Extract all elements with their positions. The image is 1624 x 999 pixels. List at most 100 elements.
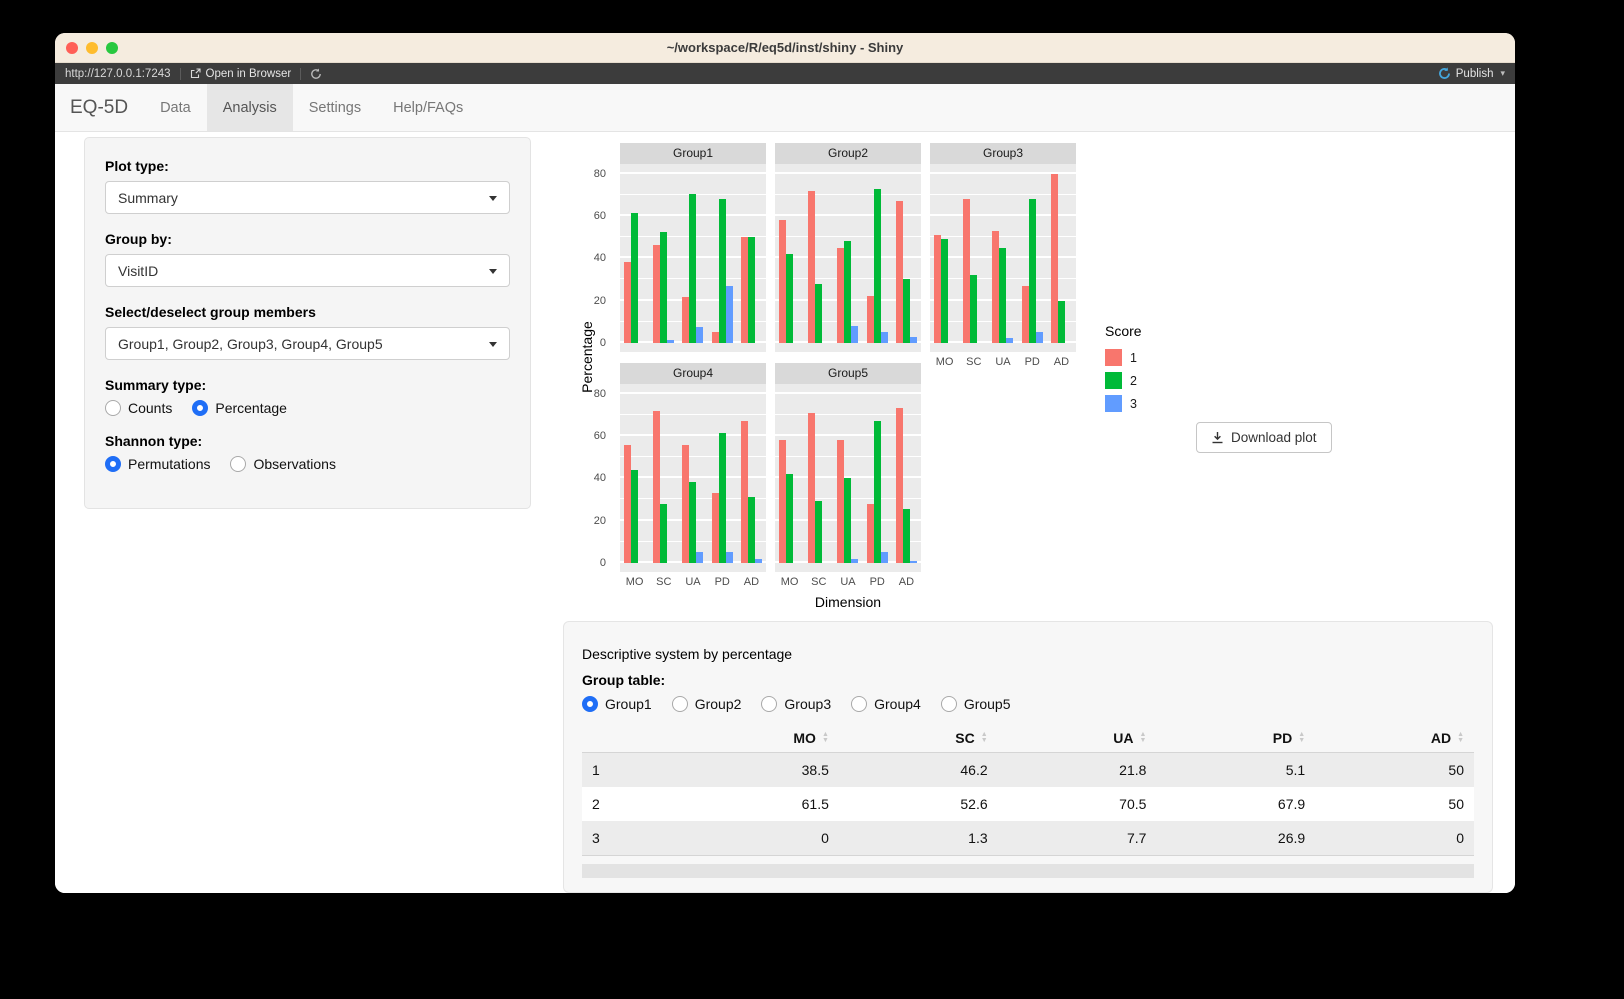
legend-items: 1 2 3 [1105,349,1142,412]
legend-item-score-3: 3 [1105,395,1142,412]
window-title: ~/workspace/R/eq5d/inst/shiny - Shiny [666,40,904,55]
gridline-major [775,171,921,174]
radio-unselected-icon[interactable] [671,696,688,712]
col-header-pd[interactable]: PD ▲ ▼ [1156,724,1316,753]
bar-group5-ua-score2 [844,478,852,563]
bar-group-sc [959,164,988,352]
minimize-button[interactable] [86,42,98,54]
bar-group4-sc-score1 [653,410,661,563]
bar-group4-mo-score1 [624,444,632,563]
x-axis-title: Dimension [814,594,882,610]
tab-help-faqs[interactable]: Help/FAQs [393,100,464,116]
shannon-type-option-permutations[interactable]: Permutations [105,456,210,472]
radio-unselected-icon[interactable] [761,696,778,712]
group-members-select[interactable]: Group1, Group2, Group3, Group4, Group5 [105,327,510,360]
group-table-option-group4[interactable]: Group4 [851,696,921,712]
table-cell: 0 [680,821,839,856]
bar-group4-sc-score2 [660,503,668,563]
bar-group-ua [988,164,1017,352]
radio-selected-icon[interactable] [582,696,598,712]
tab-settings[interactable]: Settings [308,100,362,116]
app-url: http://127.0.0.1:7243 [65,67,171,80]
col-header-sc[interactable]: SC ▲ ▼ [838,724,998,753]
shiny-toolbar: http://127.0.0.1:7243 Open in Browser Pu… [55,63,1515,84]
bar-group-ad [892,384,921,572]
publish-button[interactable]: Publish ▾ [1438,67,1505,80]
summary-type-option-counts[interactable]: Counts [105,400,172,416]
table-row-score-2[interactable]: 2 61.5 52.6 70.5 67.9 50 [582,787,1474,821]
row-label: 2 [592,796,600,812]
y-tick-label: 20 [593,514,606,527]
radio-unselected-icon[interactable] [230,456,247,472]
bar-group5-ua-score3 [851,558,859,563]
sort-icon[interactable]: ▲ ▼ [821,731,829,744]
group-table-option-group1[interactable]: Group1 [582,696,652,712]
bar-group-pd [708,384,737,572]
open-in-browser-label: Open in Browser [205,67,292,80]
sort-icon[interactable]: ▲ ▼ [980,731,988,744]
window-titlebar[interactable]: ~/workspace/R/eq5d/inst/shiny - Shiny [55,33,1515,63]
close-button[interactable] [66,42,78,54]
zoom-button[interactable] [106,42,118,54]
legend-key-icon [1105,349,1122,366]
radio-unselected-icon[interactable] [105,400,121,416]
group-by-value: VisitID [118,262,159,279]
facet-group4: Group4 MO SC UA PD AD [620,363,766,588]
plot-type-value: Summary [118,189,178,206]
group-table-radios: Group1 Group2 Group3 Group4 Group5 [582,696,1474,712]
radio-unselected-icon[interactable] [851,696,868,712]
x-tick-label: UA [840,576,856,588]
bar-group3-sc-score1 [963,199,971,343]
plot-type-select[interactable]: Summary [105,181,510,214]
group-table-option-group3[interactable]: Group3 [761,696,831,712]
summary-type-label: Summary type: [105,377,207,393]
gridline-major [620,434,766,437]
tab-analysis[interactable]: Analysis [206,84,293,131]
bar-group4-ua-score1 [682,444,690,563]
summary-type-group: Summary type: Counts Percentage [105,377,510,416]
open-in-browser-button[interactable]: Open in Browser [190,67,292,80]
shannon-type-option-observations[interactable]: Observations [230,456,336,472]
col-header-ad[interactable]: AD ▲ ▼ [1315,724,1474,753]
download-plot-button[interactable]: Download plot [1196,422,1332,453]
gridline-major [775,476,921,479]
toolbar-separator [179,67,181,80]
tab-data[interactable]: Data [160,100,191,116]
summary-type-label: Percentage [215,400,287,416]
radio-unselected-icon[interactable] [940,696,957,712]
group-table-option-group2[interactable]: Group2 [671,696,741,712]
sort-icon[interactable]: ▲ ▼ [1139,731,1147,744]
group-members-value: Group1, Group2, Group3, Group4, Group5 [118,335,383,352]
chevron-down-icon [489,269,497,274]
group-table-option-group5[interactable]: Group5 [940,696,1011,712]
shannon-type-label: Shannon type: [105,433,203,449]
col-header-mo[interactable]: MO ▲ ▼ [680,724,839,753]
sort-icon[interactable]: ▲ ▼ [1298,731,1306,744]
bar-group2-ad-score3 [909,336,917,343]
table-cell: 21.8 [1119,762,1147,778]
bar-group-ua [678,384,707,572]
table-row-score-1[interactable]: 1 38.5 46.2 21.8 5.1 50 [582,752,1474,787]
sort-icon[interactable]: ▲ ▼ [1457,731,1464,744]
plot-legend: Score 1 2 3 [1105,323,1142,418]
gridline-minor [775,456,921,458]
y-tick-label: 80 [593,167,606,180]
bar-group5-sc-score1 [808,412,816,563]
radio-selected-icon[interactable] [192,400,209,416]
bar-group2-ua-score3 [851,326,859,343]
facet-strip: Group2 [775,143,921,164]
app-window: ~/workspace/R/eq5d/inst/shiny - Shiny ht… [55,33,1515,893]
bar-group4-pd-score1 [711,493,719,563]
bar-group5-pd-score3 [880,552,888,563]
reload-button[interactable] [310,67,322,80]
summary-type-option-percentage[interactable]: Percentage [192,400,287,416]
group-by-select[interactable]: VisitID [105,254,510,287]
col-header-ua[interactable]: UA ▲ ▼ [997,724,1157,753]
bar-group-ad [737,164,766,352]
table-row-score-3[interactable]: 3 0 1.3 7.7 26.9 0 [582,821,1474,856]
bar-group1-ua-score2 [689,193,697,343]
y-tick-label: 0 [599,556,606,569]
bar-group1-ad-score1 [740,237,748,343]
radio-selected-icon[interactable] [105,456,121,472]
y-tick-label: 80 [593,387,606,400]
